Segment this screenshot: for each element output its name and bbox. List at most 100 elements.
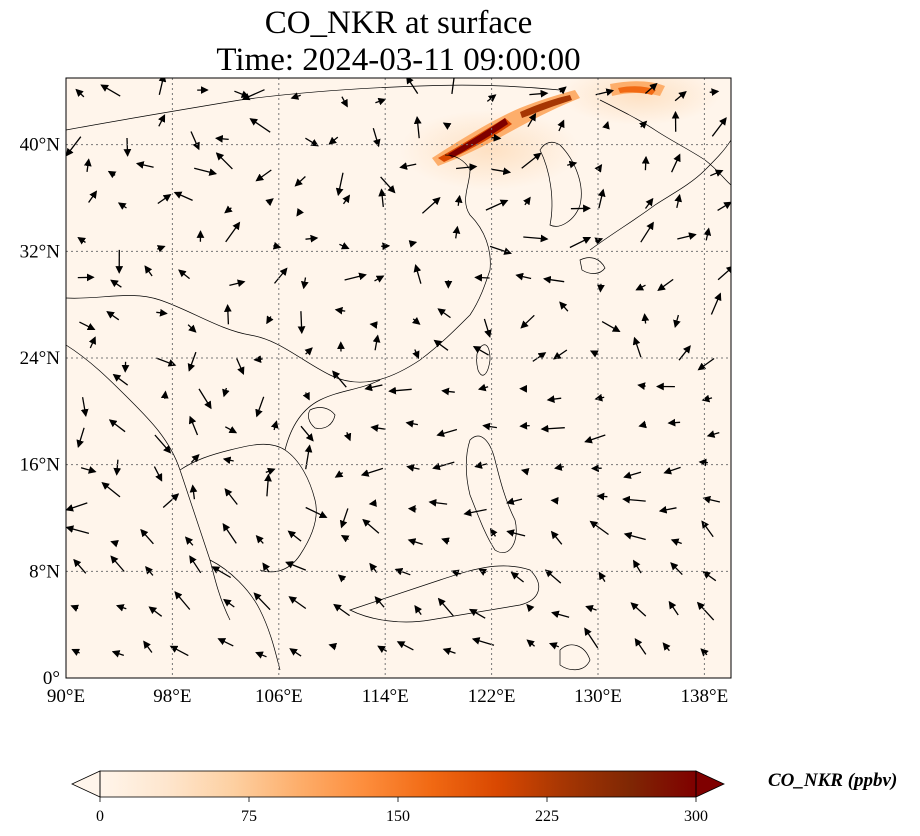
wind-arrow xyxy=(584,434,606,444)
colorbar-ticks: 0 75 150 225 300 xyxy=(96,797,708,825)
wind-arrow xyxy=(597,283,605,293)
wind-arrow xyxy=(551,610,570,619)
wind-arrow xyxy=(667,418,681,427)
wind-arrow xyxy=(428,498,448,507)
wind-arrow xyxy=(454,194,463,206)
wind-arrow xyxy=(413,264,422,284)
colorbar-bar xyxy=(100,771,696,797)
wind-arrow xyxy=(369,321,378,329)
wind-arrow xyxy=(527,112,537,128)
wind-arrow xyxy=(153,466,163,482)
wind-arrow xyxy=(483,318,492,338)
wind-arrow xyxy=(396,641,414,651)
lon-tick-label: 114°E xyxy=(362,686,409,707)
wind-arrow xyxy=(623,531,646,541)
wind-arrow xyxy=(272,241,282,250)
map-subtitle-time: Time: 2024-03-11 09:00:00 xyxy=(216,42,581,78)
wind-arrow xyxy=(304,347,313,356)
wind-arrow xyxy=(107,170,117,179)
wind-arrow xyxy=(224,205,233,214)
wind-arrow xyxy=(489,245,512,255)
wind-arrow xyxy=(463,508,487,517)
wind-arrow xyxy=(380,176,396,194)
wind-arrow xyxy=(585,604,597,613)
wind-arrow xyxy=(262,562,271,573)
wind-arrow xyxy=(526,639,536,648)
wind-arrow xyxy=(77,236,86,245)
wind-arrow xyxy=(602,120,610,130)
wind-arrow xyxy=(304,444,313,470)
wind-arrow xyxy=(703,227,712,241)
wind-arrow xyxy=(290,92,301,100)
wind-arrow xyxy=(485,199,509,211)
wind-arrow xyxy=(66,136,82,157)
wind-arrow xyxy=(305,234,319,243)
wind-arrow xyxy=(156,308,168,317)
wind-arrow xyxy=(589,520,609,536)
wind-arrow xyxy=(190,131,200,151)
wind-arrow xyxy=(300,277,309,290)
wind-arrow xyxy=(265,198,274,207)
wind-arrow xyxy=(270,420,279,431)
wind-arrow xyxy=(156,245,166,253)
wind-arrow xyxy=(123,137,132,157)
wind-arrow xyxy=(273,267,288,284)
lon-tick-label: 106°E xyxy=(255,686,303,707)
wind-arrow xyxy=(678,345,691,361)
wind-arrow xyxy=(638,120,648,129)
wind-arrow xyxy=(375,97,387,106)
wind-arrow xyxy=(297,311,306,335)
wind-arrow xyxy=(450,569,461,577)
wind-arrow xyxy=(174,591,191,610)
wind-arrow xyxy=(140,528,154,545)
wind-arrow xyxy=(567,160,578,169)
wind-arrow xyxy=(287,530,302,542)
wind-arrow xyxy=(372,128,381,148)
wind-arrow xyxy=(584,627,599,649)
wind-arrow xyxy=(266,315,274,325)
wind-arrow xyxy=(255,535,264,544)
wind-arrow xyxy=(630,602,647,617)
wind-arrow xyxy=(596,492,608,501)
wind-arrow xyxy=(302,391,310,401)
wind-arrow xyxy=(112,373,129,386)
wind-arrow xyxy=(190,453,200,463)
wind-arrow xyxy=(339,508,349,529)
wind-arrow xyxy=(328,642,338,651)
wind-arrow xyxy=(344,272,367,281)
wind-arrow xyxy=(80,397,89,417)
wind-arrow xyxy=(506,529,526,537)
wind-arrow xyxy=(388,386,412,395)
wind-arrow xyxy=(406,78,419,94)
wind-arrow xyxy=(437,308,451,319)
wind-arrow xyxy=(145,566,154,576)
wind-arrow xyxy=(442,647,456,656)
wind-arrow xyxy=(710,292,722,315)
wind-arrow xyxy=(554,463,564,471)
wind-arrow xyxy=(421,197,441,214)
wind-arrow xyxy=(663,466,681,475)
wind-arrow xyxy=(169,645,189,657)
wind-arrow xyxy=(674,193,683,209)
wind-arrow xyxy=(217,638,234,647)
wind-arrow xyxy=(552,349,568,360)
wind-arrow xyxy=(658,505,677,514)
wind-arrow xyxy=(677,232,697,240)
wind-arrow xyxy=(559,301,569,312)
lon-tick-label: 130°E xyxy=(574,686,622,707)
wind-arrow xyxy=(66,502,88,512)
wind-arrow xyxy=(189,484,198,500)
wind-arrow xyxy=(557,119,565,132)
map-title: CO_NKR at surface xyxy=(264,5,533,41)
wind-arrow xyxy=(633,559,642,574)
wind-arrow xyxy=(544,569,562,584)
map-background xyxy=(66,78,731,678)
wind-arrow xyxy=(474,461,488,469)
wind-arrow xyxy=(215,134,229,143)
wind-arrow xyxy=(696,601,715,621)
wind-arrow xyxy=(110,539,119,548)
wind-arrow xyxy=(155,357,177,367)
wind-arrow xyxy=(640,221,654,243)
wind-arrow xyxy=(173,191,193,201)
co-plume xyxy=(400,78,720,190)
